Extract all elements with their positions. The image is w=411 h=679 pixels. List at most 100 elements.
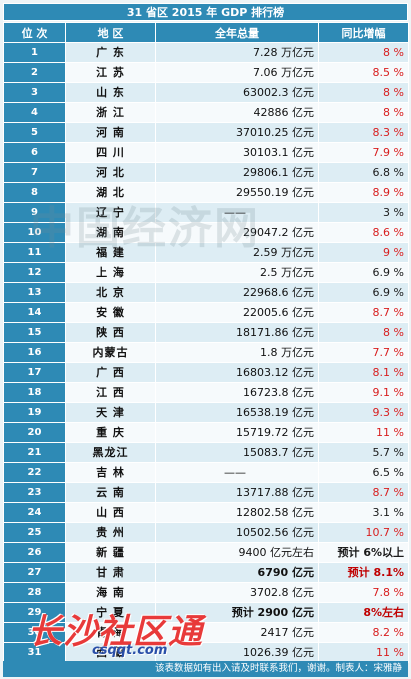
gdp-cell: 22005.6 亿元	[155, 302, 319, 323]
region-cell: 广 西	[65, 362, 156, 383]
rank-cell: 24	[3, 502, 66, 523]
gdp-cell: 9400 亿元左右	[155, 542, 319, 563]
growth-cell: 8.1 %	[318, 362, 409, 383]
table-row: 16 内蒙古 1.8 万亿元 7.7 %	[3, 342, 409, 363]
region-cell: 福 建	[65, 242, 156, 263]
rank-cell: 15	[3, 322, 66, 343]
header-rank: 位 次	[3, 22, 66, 43]
gdp-cell: 2.59 万亿元	[155, 242, 319, 263]
rank-cell: 27	[3, 562, 66, 583]
rank-cell: 14	[3, 302, 66, 323]
table-row: 28 海 南 3702.8 亿元 7.8 %	[3, 582, 409, 603]
rank-cell: 17	[3, 362, 66, 383]
rank-cell: 25	[3, 522, 66, 543]
region-cell: 浙 江	[65, 102, 156, 123]
table-title: 31 省区 2015 年 GDP 排行榜	[3, 3, 408, 21]
region-cell: 河 南	[65, 122, 156, 143]
gdp-cell: 15719.72 亿元	[155, 422, 319, 443]
region-cell: 河 北	[65, 162, 156, 183]
rank-cell: 31	[3, 642, 66, 663]
logo-text: 长沙社区通	[28, 612, 203, 652]
table-row: 26 新 疆 9400 亿元左右 预计 6%以上	[3, 542, 409, 563]
region-cell: 甘 肃	[65, 562, 156, 583]
rank-cell: 21	[3, 442, 66, 463]
table-row: 15 陕 西 18171.86 亿元 8 %	[3, 322, 409, 343]
rank-cell: 26	[3, 542, 66, 563]
growth-cell: 11 %	[318, 422, 409, 443]
region-cell: 新 疆	[65, 542, 156, 563]
gdp-cell: 13717.88 亿元	[155, 482, 319, 503]
gdp-cell: 29806.1 亿元	[155, 162, 319, 183]
table-row: 29 宁 夏预计 2900 亿元 8%左右	[3, 602, 409, 623]
growth-cell: 8.6 %	[318, 222, 409, 243]
rank-cell: 13	[3, 282, 66, 303]
region-cell: 江 西	[65, 382, 156, 403]
gdp-cell: 42886 亿元	[155, 102, 319, 123]
gdp-cell: 30103.1 亿元	[155, 142, 319, 163]
watermark: 中国经济网	[30, 203, 260, 254]
growth-cell: 预计 8.1%	[318, 562, 409, 583]
region-cell: 四 川	[65, 142, 156, 163]
region-cell: 广 东	[65, 42, 156, 63]
region-cell: 湖 南	[65, 222, 156, 243]
gdp-cell: 22968.6 亿元	[155, 282, 319, 303]
growth-cell: 8 %	[318, 82, 409, 103]
region-cell: 北 京	[65, 282, 156, 303]
table-row: 12 上 海 2.5 万亿元 6.9 %	[3, 262, 409, 283]
table-row: 13 北 京 22968.6 亿元 6.9 %	[3, 282, 409, 303]
rank-cell: 4	[3, 102, 66, 123]
rank-cell: 7	[3, 162, 66, 183]
growth-cell: 8 %	[318, 322, 409, 343]
rank-cell: 20	[3, 422, 66, 443]
gdp-cell: 16538.19 亿元	[155, 402, 319, 423]
gdp-cell: 7.06 万亿元	[155, 62, 319, 83]
growth-cell: 7.7 %	[318, 342, 409, 363]
region-cell: 江 苏	[65, 62, 156, 83]
growth-cell: 8.7 %	[318, 482, 409, 503]
header-gdp: 全年总量	[155, 22, 319, 43]
rank-cell: 23	[3, 482, 66, 503]
growth-cell: 9.1 %	[318, 382, 409, 403]
region-cell: 贵 州	[65, 522, 156, 543]
region-cell: 安 徽	[65, 302, 156, 323]
region-cell: 辽 宁	[65, 202, 156, 223]
growth-cell: 11 %	[318, 642, 409, 663]
gdp-cell: 15083.7 亿元	[155, 442, 319, 463]
table-row: 30 青 海 2417 亿元 8.2 %	[3, 622, 409, 643]
growth-cell: 5.7 %	[318, 442, 409, 463]
table-row: 25 贵 州 10502.56 亿元 10.7 %	[3, 522, 409, 543]
table-row: 23 云 南 13717.88 亿元 8.7 %	[3, 482, 409, 503]
growth-cell: 6.9 %	[318, 262, 409, 283]
table-row: 17 广 西 16803.12 亿元 8.1 %	[3, 362, 409, 383]
table-row: 14 安 徽 22005.6 亿元 8.7 %	[3, 302, 409, 323]
header-growth: 同比增幅	[318, 22, 409, 43]
growth-cell: 8.7 %	[318, 302, 409, 323]
region-cell: 云 南	[65, 482, 156, 503]
growth-cell: 8%左右	[318, 602, 409, 623]
rank-cell: 3	[3, 82, 66, 103]
rank-cell: 2	[3, 62, 66, 83]
growth-cell: 3.1 %	[318, 502, 409, 523]
table-row: 22 吉 林 —— 6.5 %	[3, 462, 409, 483]
rank-cell: 28	[3, 582, 66, 603]
region-cell: 海 南	[65, 582, 156, 603]
growth-cell: 8 %	[318, 102, 409, 123]
table-row: 31 西 藏 1026.39 亿元 11 %	[3, 642, 409, 663]
growth-cell: 8.5 %	[318, 62, 409, 83]
gdp-cell: 16723.8 亿元	[155, 382, 319, 403]
region-cell: 吉 林	[65, 462, 156, 483]
gdp-cell: 2.5 万亿元	[155, 262, 319, 283]
rank-cell: 16	[3, 342, 66, 363]
table-row: 20 重 庆 15719.72 亿元 11 %	[3, 422, 409, 443]
header-region: 地 区	[65, 22, 156, 43]
table-row: 21 黑龙江 15083.7 亿元 5.7 %	[3, 442, 409, 463]
rank-cell: 8	[3, 182, 66, 203]
rank-cell: 18	[3, 382, 66, 403]
rank-cell: 5	[3, 122, 66, 143]
gdp-cell: 6790 亿元	[155, 562, 319, 583]
gdp-cell: 7.28 万亿元	[155, 42, 319, 63]
